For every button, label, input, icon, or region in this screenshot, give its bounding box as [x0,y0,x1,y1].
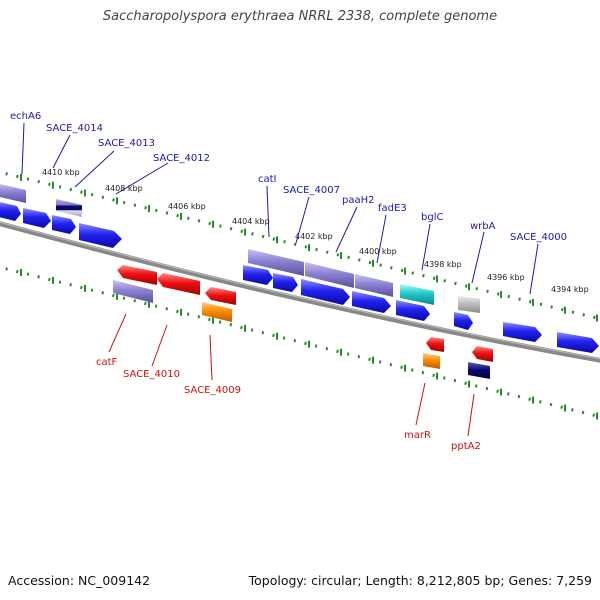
cds-arrow-catI[interactable] [243,265,273,285]
cds-arrow-SACE-4007[interactable] [273,273,298,292]
feature-pptA2[interactable] [468,362,490,379]
feature-paaH2[interactable] [305,262,354,288]
scale-label-4398: 4398 kbp [424,260,462,269]
cds-arrow-SACE-4000[interactable] [503,322,542,342]
scale-label-4394: 4394 kbp [551,285,589,294]
cds-arrow-echA6[interactable] [0,201,21,221]
cds-top-strand [0,201,599,353]
scale-label-4406: 4406 kbp [168,202,206,211]
cds-arrow-catF[interactable] [117,265,157,285]
gene-label-paaH2[interactable]: paaH2 [342,195,375,206]
gene-label-SACE-4010[interactable]: SACE_4010 [123,369,180,380]
map-title: Saccharopolyspora erythraea NRRL 2338, c… [102,9,498,24]
cds-arrow-SACE-4012[interactable] [79,223,122,248]
scale-label-4402: 4402 kbp [295,232,333,241]
features-bottom-row [113,280,490,379]
feature-catI[interactable] [248,249,304,276]
cds-arrow-pptA2[interactable] [472,346,493,362]
genome-backbone-highlight [0,221,600,360]
cds-arrow-fadE3[interactable] [352,291,391,313]
cds-arrow-marR[interactable] [426,337,444,352]
gene-label-marR[interactable]: marR [404,430,431,441]
gene-label-SACE-4007[interactable]: SACE_4007 [283,185,340,196]
feature-SACE-4013[interactable] [56,199,82,217]
feature-fadE3[interactable] [355,274,393,297]
cds-bottom-strand [117,265,493,362]
gene-label-fadE3[interactable]: fadE3 [378,203,407,214]
features-top-row [0,183,480,313]
gene-label-SACE-4012[interactable]: SACE_4012 [153,153,210,164]
gene-labels-bottom: catF SACE_4010 SACE_4009 marR pptA2 [96,357,481,452]
feature-echA6[interactable] [0,183,26,203]
feature-catF[interactable] [113,280,153,303]
scale-major-ticks [20,173,598,420]
accession-text: Accession: NC_009142 [8,573,151,588]
cds-arrow-SACE-3999[interactable] [557,332,599,353]
cds-arrow-paaH2[interactable] [301,279,350,305]
feature-marR[interactable] [423,353,440,369]
gene-label-SACE-4000[interactable]: SACE_4000 [510,232,567,243]
scale-label-4408: 4408 kbp [105,184,143,193]
gene-labels-top: echA6 SACE_4014 SACE_4013 SACE_4012 catI… [10,111,567,243]
cds-arrow-SACE-4014[interactable] [23,208,51,228]
gene-label-SACE-4009[interactable]: SACE_4009 [184,385,241,396]
gene-label-catI[interactable]: catI [258,174,277,185]
cds-arrow-SACE-4013[interactable] [52,215,76,234]
scale-label-4396: 4396 kbp [487,273,525,282]
gene-label-echA6[interactable]: echA6 [10,111,41,122]
scale-label-4404: 4404 kbp [232,217,270,226]
gene-label-SACE-4013[interactable]: SACE_4013 [98,138,155,149]
leader-lines-top [21,122,539,295]
gene-label-SACE-4014[interactable]: SACE_4014 [46,123,103,134]
feature-wrbA[interactable] [458,296,480,313]
scale-labels: 4410 kbp 4408 kbp 4406 kbp 4404 kbp 4402… [42,168,589,294]
cds-arrow-bglC[interactable] [396,300,430,321]
scale-label-4400: 4400 kbp [359,247,397,256]
gene-label-wrbA[interactable]: wrbA [470,221,496,232]
cds-arrow-wrbA[interactable] [454,312,473,330]
cds-arrow-SACE-4009[interactable] [205,287,236,305]
feature-SACE-4009[interactable] [202,302,232,322]
cds-arrow-SACE-4010[interactable] [157,273,200,295]
gene-label-catF[interactable]: catF [96,357,118,368]
gene-label-bglC[interactable]: bglC [421,212,443,223]
genome-summary-text: Topology: circular; Length: 8,212,805 bp… [248,573,592,588]
gene-label-pptA2[interactable]: pptA2 [451,441,481,452]
scale-label-4410: 4410 kbp [42,168,80,177]
leader-lines-bottom [108,313,475,437]
genome-backbone [0,221,600,363]
feature-bglC[interactable] [400,284,434,305]
